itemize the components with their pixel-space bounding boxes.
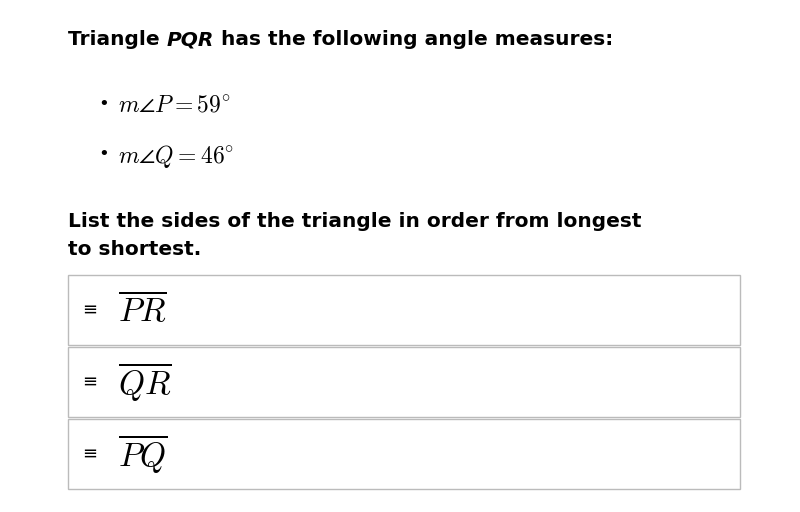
Text: ≡: ≡ [82, 373, 97, 391]
Text: •: • [98, 145, 109, 163]
Bar [68, 419, 740, 489]
Text: Triangle: Triangle [68, 30, 166, 49]
Text: $m\angle P = 59^{\circ}$: $m\angle P = 59^{\circ}$ [118, 93, 230, 117]
Text: $\overline{QR}$: $\overline{QR}$ [118, 360, 172, 403]
Text: ≡: ≡ [82, 445, 97, 463]
Text: $\overline{PQ}$: $\overline{PQ}$ [118, 433, 168, 476]
Bar [68, 275, 740, 345]
Text: to shortest.: to shortest. [68, 240, 202, 259]
Text: List the sides of the triangle in order from longest: List the sides of the triangle in order … [68, 212, 642, 231]
Text: PQR: PQR [166, 30, 214, 49]
Text: has the following angle measures:: has the following angle measures: [214, 30, 614, 49]
Text: •: • [98, 95, 109, 113]
Bar [68, 347, 740, 417]
Text: ≡: ≡ [82, 301, 97, 319]
Text: $m\angle Q = 46^{\circ}$: $m\angle Q = 46^{\circ}$ [118, 143, 234, 170]
Text: $\overline{PR}$: $\overline{PR}$ [118, 292, 166, 328]
